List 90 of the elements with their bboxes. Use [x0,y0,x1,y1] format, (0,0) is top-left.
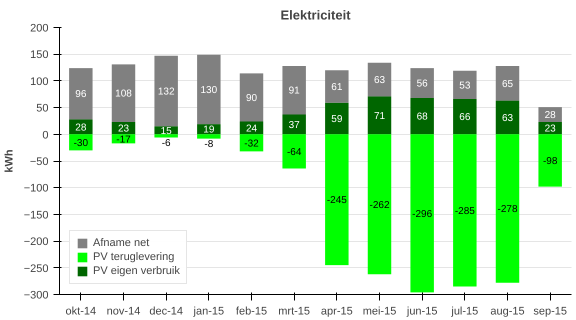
data-label: 63 [374,75,386,86]
x-tick-label: nov-14 [106,306,140,318]
data-label: -262 [369,200,390,211]
data-label: 15 [160,126,172,137]
x-tick-label: jun-15 [406,306,438,318]
data-label: 132 [158,86,175,98]
data-label: -30 [74,138,88,149]
data-label: -8 [204,138,214,150]
x-tick-label: aug-15 [490,306,525,318]
data-label: -64 [286,146,302,158]
data-label: -245 [326,195,348,206]
data-label: 66 [459,112,471,124]
data-label: 56 [416,78,428,90]
bar [154,56,178,126]
data-label: 108 [115,88,132,100]
bar [282,114,306,134]
bar [496,134,520,283]
data-label: 68 [416,112,428,123]
bar [325,102,349,134]
x-tick-label: jan-15 [192,306,224,318]
data-label: 90 [246,92,258,104]
bar [112,64,136,122]
bar [453,70,477,100]
bar [496,100,520,134]
data-label: -285 [454,206,476,217]
data-label: -296 [412,208,433,220]
x-tick-label: okt-14 [66,306,96,318]
data-label: -98 [542,156,558,167]
data-label: 91 [288,86,300,97]
data-label: 53 [459,80,471,92]
data-label: 28 [75,122,87,134]
y-tick-label: 0 [42,129,49,142]
legend-label: Afname net [93,237,150,249]
bar [368,96,392,134]
data-label: 28 [544,110,556,122]
bar [453,134,477,286]
data-label: 65 [502,78,514,90]
y-tick-label: 150 [30,49,49,62]
y-tick-label: 200 [30,22,49,34]
data-label: 19 [203,124,215,136]
y-tick-label: −250 [24,262,49,275]
data-label: 71 [374,110,386,122]
x-tick-label: feb-15 [236,306,268,318]
bar [69,68,93,120]
legend-label: PV teruglevering [93,251,174,263]
x-tick-label: jul-15 [450,306,478,318]
bar [410,134,434,292]
bar [197,54,221,124]
x-tick-label: dec-14 [149,306,183,318]
x-tick-label: apr-15 [320,306,353,318]
x-tick-label: mrt-15 [278,306,310,318]
bar [496,66,520,101]
y-tick-label: 100 [30,76,49,88]
data-label: -17 [116,134,132,146]
y-tick-label: −200 [24,236,49,248]
y-tick-label: −150 [24,209,49,222]
bar [368,134,392,274]
data-label: 59 [331,114,343,126]
data-label: -32 [244,138,260,150]
data-label: -278 [497,204,518,216]
x-tick-label: mei-15 [362,306,396,318]
data-label: 24 [246,123,258,134]
bar [282,66,306,115]
bar [282,134,306,168]
chart-title: Elektriciteit [280,8,352,22]
data-label: 23 [118,124,130,135]
bar [538,134,562,187]
bar [368,62,392,96]
bar [410,98,434,134]
data-label: 63 [502,112,514,124]
bar [410,68,434,98]
y-axis-title: kWh [4,149,16,173]
data-label: -6 [162,138,172,149]
data-label: 96 [75,89,87,100]
bar [154,134,178,138]
bar [325,134,349,266]
y-tick-label: −100 [24,182,49,195]
data-label: 130 [200,84,218,96]
bar [197,134,221,139]
bar [240,73,264,122]
y-tick-label: −50 [30,156,49,168]
data-label: 37 [288,120,300,131]
data-label: 61 [331,82,343,94]
x-tick-label: sep-15 [533,306,567,318]
data-label: 23 [544,124,556,135]
y-tick-label: 50 [36,102,49,115]
y-tick-label: −300 [24,290,49,302]
bar [453,99,477,134]
legend-label: PV eigen verbruik [93,265,180,277]
bar [325,70,349,103]
